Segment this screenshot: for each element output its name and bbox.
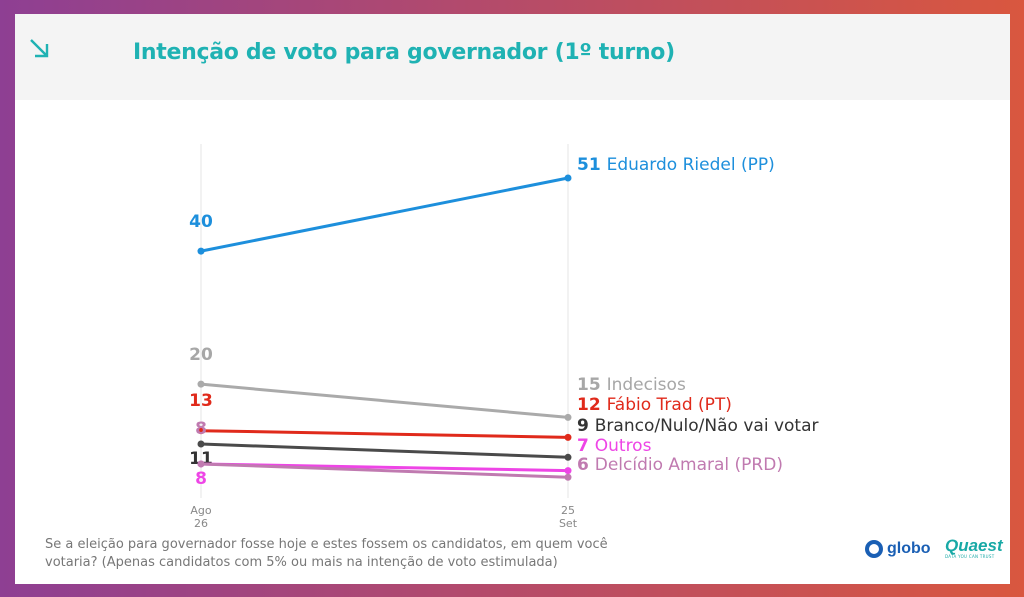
quaest-tagline: DATA YOU CAN TRUST	[945, 554, 995, 559]
start-data-label: 13	[189, 391, 213, 411]
data-point	[564, 433, 572, 441]
start-data-label: 8	[195, 469, 207, 489]
end-data-label: 6 Delcídio Amaral (PRD)	[577, 455, 783, 475]
series-line	[199, 442, 570, 459]
logos: globo Quaest DATA YOU CAN TRUST	[865, 536, 1003, 566]
data-point	[564, 473, 572, 481]
line-chart: Ago 26 25 Set 40 51 Eduardo Riedel (PP) 20 15 I…	[189, 144, 819, 530]
series-line	[199, 382, 570, 419]
data-point	[197, 380, 205, 388]
quaest-logo-text: Quaest	[945, 536, 1003, 555]
arrow-down-right-icon	[30, 39, 49, 58]
start-data-label: 40	[189, 212, 213, 232]
x-tick-label: 25 Set	[559, 504, 578, 530]
end-data-label: 9 Branco/Nulo/Não vai votar	[577, 416, 819, 436]
data-point	[197, 440, 205, 448]
globo-logo-text: globo	[887, 540, 931, 557]
data-point	[197, 427, 205, 435]
end-data-label: 15 Indecisos	[577, 375, 686, 395]
start-data-label: 8	[195, 419, 207, 439]
end-data-label: 51 Eduardo Riedel (PP)	[577, 155, 775, 175]
header: Intenção de voto para governador (1º tur…	[15, 14, 1010, 100]
x-tick-label: Ago 26	[190, 504, 212, 530]
end-data-label: 12 Fábio Trad (PT)	[577, 395, 732, 415]
quaest-logo: Quaest DATA YOU CAN TRUST	[945, 536, 1003, 559]
footnote: Se a eleição para governador fosse hoje …	[45, 537, 608, 570]
data-point	[564, 413, 572, 421]
series-line	[199, 462, 570, 479]
start-data-label: 20	[189, 345, 213, 365]
data-point	[197, 247, 205, 255]
data-point	[564, 174, 572, 182]
series-line	[199, 429, 570, 439]
chart-card: Intenção de voto para governador (1º tur…	[15, 14, 1010, 584]
data-point	[197, 460, 205, 468]
globo-logo: globo	[865, 540, 931, 558]
data-point	[564, 467, 572, 475]
data-point	[564, 453, 572, 461]
chart-title: Intenção de voto para governador (1º tur…	[133, 40, 675, 65]
end-data-label: 7 Outros	[577, 436, 652, 456]
globo-icon	[865, 540, 883, 558]
series-line	[199, 176, 570, 253]
